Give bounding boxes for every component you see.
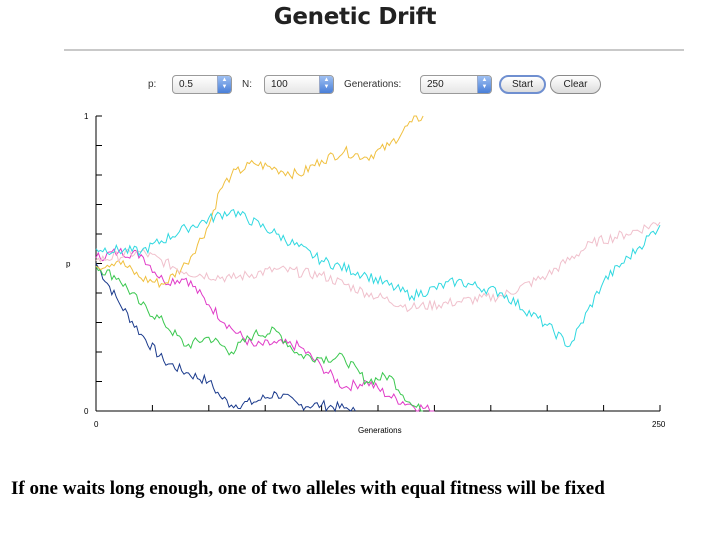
controls-toolbar: p: 0.5 ▲ ▼ N: 100 ▲ ▼ Generations: 250 ▲ ▼ … (0, 73, 720, 97)
series-line-1 (95, 263, 356, 413)
x-tick-label: 250 (652, 420, 666, 429)
n-select-value: 100 (271, 79, 288, 90)
clear-button[interactable]: Clear (550, 75, 601, 94)
updown-arrows-icon: ▲ ▼ (319, 76, 333, 93)
series-line-5 (95, 221, 661, 313)
x-tick-label: 0 (94, 420, 99, 429)
generations-select[interactable]: 250 ▲ ▼ (420, 75, 492, 94)
app-title: Genetic Drift (273, 4, 437, 30)
generations-label: Generations: (344, 79, 402, 90)
generations-select-value: 250 (427, 79, 444, 90)
slide-caption: If one waits long enough, one of two all… (11, 478, 605, 499)
y-axis-label: p (66, 260, 71, 269)
p-select-value: 0.5 (179, 79, 193, 90)
n-select[interactable]: 100 ▲ ▼ (264, 75, 334, 94)
updown-arrows-icon: ▲ ▼ (217, 76, 231, 93)
n-label: N: (242, 79, 252, 90)
title-divider (64, 49, 684, 51)
series-line-6 (95, 208, 661, 348)
p-label: p: (148, 79, 157, 90)
series-line-4 (95, 115, 424, 289)
x-axis-label: Generations (358, 426, 402, 435)
y-tick-label: 0 (84, 407, 89, 416)
y-tick-label: 1 (84, 112, 89, 121)
p-select[interactable]: 0.5 ▲ ▼ (172, 75, 232, 94)
series-line-3 (95, 266, 424, 412)
series-line-2 (95, 247, 435, 412)
genetic-drift-chart: 0 1 0 250 Generations p (66, 112, 666, 435)
start-button[interactable]: Start (499, 75, 546, 94)
updown-arrows-icon: ▲ ▼ (477, 76, 491, 93)
